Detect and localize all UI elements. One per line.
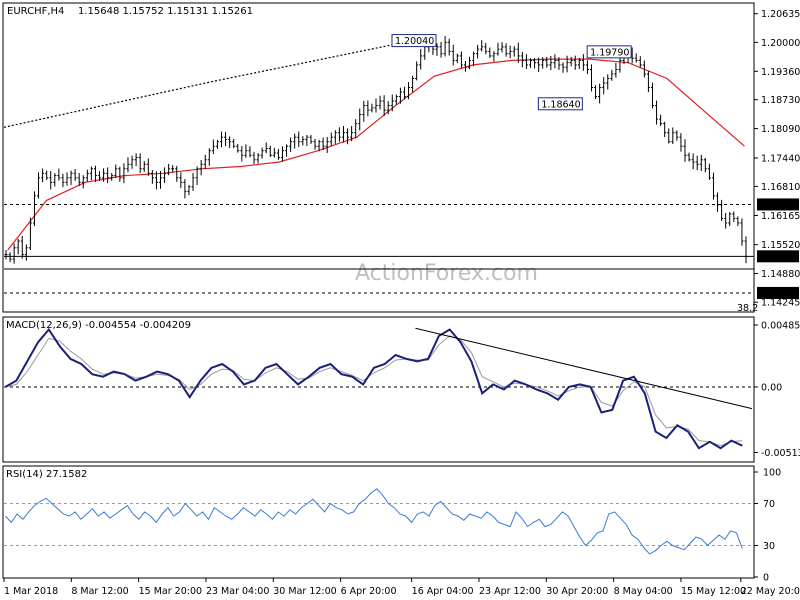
level-label: 1.16410 [760,200,799,211]
rsi-line [5,488,743,555]
rsi-tick-label: 70 [763,499,775,510]
time-tick-label: 1 Mar 2018 [4,586,58,597]
rsi-y-axis: 100 70 30 0 [4,468,781,584]
price-tick-label: 1.15520 [761,240,800,251]
moving-averages [3,39,745,251]
level-label-box [757,250,799,263]
level-label-box [757,198,799,211]
price-tick-label: 1.16165 [761,211,800,222]
macd-tick-label: 0.00 [761,382,782,393]
macd-tick-label: -0.005132 [761,448,800,459]
level-label: 1.15261 [760,252,799,263]
rsi-panel-frame [2,465,755,579]
price-tick-label: 1.20000 [761,38,800,49]
time-tick-label: 16 Apr 04:00 [412,586,474,597]
price-levels: 1.16410 1.15261 1.14450 [4,198,799,299]
price-annotations: 1.20040 1.19790 1.18640 [391,34,632,111]
macd-line [4,327,743,450]
symbol-label: EURCHF,H4 [7,6,64,17]
time-tick-label: 15 May 12:00 [681,586,746,597]
rsi-tick-label: 0 [763,573,769,584]
rsi-lines [5,488,743,555]
price-candles [4,36,748,264]
price-panel: ActionForex.com EURCHF,H4 1.15648 1.1575… [2,2,800,314]
price-tick-label: 1.14880 [761,269,800,280]
time-tick-label: 8 Mar 12:00 [71,586,128,597]
time-tick-label: 30 Apr 20:00 [546,586,608,597]
macd-trendline [415,327,753,410]
rsi-tick-label: 30 [763,541,775,552]
watermark: ActionForex.com [355,261,538,286]
price-tick-label: 1.18730 [761,95,800,106]
time-tick-label: 22 May 20:00 [741,586,800,597]
price-annotation-label: 1.20040 [395,36,434,47]
price-annotation-label: 1.19790 [590,47,629,58]
macd-tick-label: 0.004851 [761,321,800,332]
rsi-title: RSI(14) 27.1582 [6,469,87,480]
price-tick-label: 1.14245 [761,298,800,309]
mid-moving-average [7,58,745,251]
level-label: 1.14450 [760,288,799,299]
time-tick-label: 6 Apr 20:00 [341,586,397,597]
time-tick-label: 30 Mar 12:00 [273,586,336,597]
price-tick-label: 1.19360 [761,67,800,78]
price-y-axis: 1.20635 1.20000 1.19360 1.18730 1.18090 1.174… [754,9,800,309]
rsi-tick-label: 100 [763,468,781,479]
macd-title: MACD(12,26,9) -0.004554 -0.004209 [6,320,191,331]
time-tick-label: 8 May 04:00 [614,586,673,597]
time-tick-label: 23 Apr 12:00 [479,586,541,597]
time-tick-label: 15 Mar 20:00 [139,586,202,597]
time-axis: 1 Mar 2018 8 Mar 12:00 15 Mar 20:00 23 Mar … [3,578,800,597]
price-annotation-box [586,45,632,59]
ohlc-label: 1.15648 1.15752 1.15131 1.15261 [78,6,253,17]
level-label-box [757,286,799,299]
price-tick-label: 1.20635 [761,9,800,20]
macd-lines [4,327,753,450]
price-tick-label: 1.16810 [761,182,800,193]
price-tick-label: 1.17440 [761,153,800,164]
macd-panel: MACD(12,26,9) -0.004554 -0.004209 0.0048… [2,316,800,463]
price-annotation-box [391,34,437,48]
price-annotation-box [537,97,583,111]
price-annotation-label: 1.18640 [541,99,580,110]
rsi-panel: RSI(14) 27.1582 100 70 30 0 [2,465,781,584]
macd-y-axis: 0.004851 0.00 -0.005132 [4,321,800,459]
macd-panel-frame [2,316,755,463]
time-tick-label: 23 Mar 04:00 [206,586,269,597]
fib-38-label: 38.2 [737,303,758,314]
price-tick-label: 1.18090 [761,124,800,135]
